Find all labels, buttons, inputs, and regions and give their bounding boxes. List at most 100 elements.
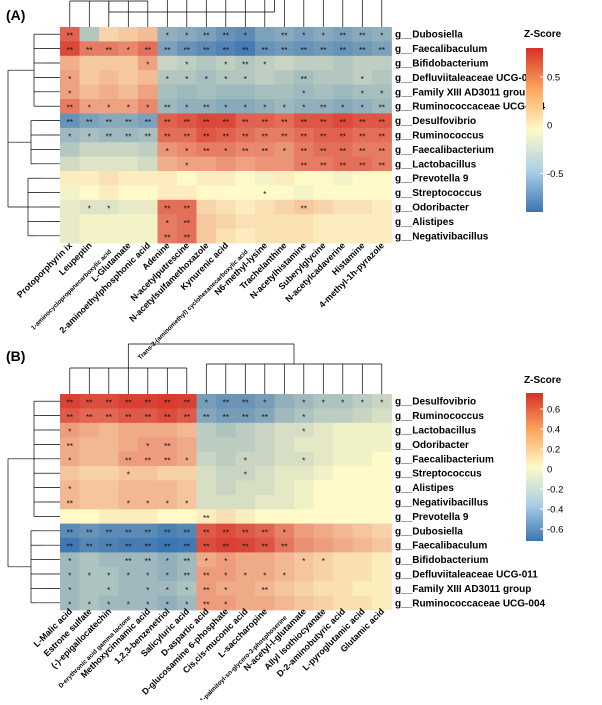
heatmap-cell bbox=[372, 523, 392, 539]
heatmap-cell bbox=[79, 523, 100, 539]
heatmap-cell bbox=[216, 55, 236, 71]
heatmap-cell bbox=[157, 113, 178, 129]
heatmap-cell bbox=[99, 214, 119, 229]
heatmap-cell bbox=[138, 437, 158, 452]
row-label: g__Dubosiella bbox=[395, 30, 463, 41]
significance-mark: ** bbox=[320, 146, 327, 156]
significance-mark: ** bbox=[242, 398, 249, 408]
heatmap-cell bbox=[99, 480, 119, 496]
heatmap-cell bbox=[294, 538, 314, 553]
heatmap-cell bbox=[294, 41, 314, 57]
heatmap-cell bbox=[60, 480, 80, 496]
heatmap-cell bbox=[333, 437, 353, 452]
heatmap-cell bbox=[216, 552, 236, 568]
heatmap-cell bbox=[196, 480, 217, 496]
significance-mark: ** bbox=[339, 31, 346, 41]
heatmap-cell bbox=[216, 595, 236, 611]
heatmap-cell bbox=[157, 494, 178, 510]
significance-mark: * bbox=[283, 103, 287, 113]
significance-mark: * bbox=[244, 103, 248, 113]
heatmap-cell bbox=[216, 437, 236, 452]
significance-mark: ** bbox=[125, 132, 132, 142]
significance-mark: ** bbox=[378, 132, 385, 142]
heatmap-cell bbox=[138, 185, 158, 201]
significance-mark: ** bbox=[144, 556, 151, 566]
heatmap-cell bbox=[352, 84, 373, 100]
heatmap-cell bbox=[372, 422, 392, 438]
heatmap-cell bbox=[118, 41, 139, 57]
heatmap-cell bbox=[274, 84, 295, 100]
heatmap-cell bbox=[196, 394, 217, 409]
heatmap-cell bbox=[274, 113, 295, 129]
significance-mark: ** bbox=[203, 117, 210, 127]
heatmap-cell bbox=[118, 523, 139, 539]
significance-mark: ** bbox=[66, 103, 73, 113]
legend-tick-label: 0.4 bbox=[547, 425, 560, 436]
heatmap-cell bbox=[216, 394, 236, 409]
heatmap-cell bbox=[60, 538, 80, 553]
significance-mark: ** bbox=[86, 45, 93, 55]
heatmap-cell bbox=[177, 70, 197, 85]
heatmap-cell bbox=[99, 142, 119, 157]
heatmap-cell bbox=[196, 70, 217, 85]
heatmap-cell bbox=[352, 41, 373, 57]
heatmap-cell bbox=[333, 509, 353, 524]
significance-mark: ** bbox=[183, 117, 190, 127]
significance-mark: ** bbox=[164, 232, 171, 242]
heatmap-cell bbox=[255, 494, 275, 510]
heatmap-cell bbox=[372, 55, 392, 71]
heatmap-cell bbox=[99, 509, 119, 524]
heatmap-cell bbox=[255, 27, 275, 42]
heatmap-cell bbox=[372, 113, 392, 129]
heatmap-cell bbox=[216, 156, 236, 172]
heatmap-cell bbox=[216, 27, 236, 42]
heatmap-cell bbox=[313, 171, 334, 186]
heatmap-cell bbox=[157, 41, 178, 57]
heatmap-cell bbox=[372, 142, 392, 157]
heatmap-cell bbox=[138, 55, 158, 71]
significance-mark: ** bbox=[144, 455, 151, 465]
heatmap-cell bbox=[333, 228, 353, 244]
heatmap-cell bbox=[118, 552, 139, 568]
heatmap-cell bbox=[157, 466, 178, 481]
heatmap-cell bbox=[196, 127, 217, 143]
heatmap-cell bbox=[118, 566, 139, 582]
heatmap-cell bbox=[352, 509, 373, 524]
heatmap-cell bbox=[157, 156, 178, 172]
heatmap-cell bbox=[255, 199, 275, 215]
heatmap-cell bbox=[177, 228, 197, 244]
heatmap-cell bbox=[333, 41, 353, 57]
heatmap-cell bbox=[79, 156, 100, 172]
significance-mark: * bbox=[166, 218, 170, 228]
heatmap-cell bbox=[274, 55, 295, 71]
heatmap-cell bbox=[352, 27, 373, 42]
significance-mark: ** bbox=[203, 146, 210, 156]
heatmap-cell bbox=[118, 480, 139, 496]
significance-mark: * bbox=[205, 398, 209, 408]
heatmap-cell bbox=[157, 127, 178, 143]
heatmap-cell bbox=[313, 156, 334, 172]
heatmap-cell bbox=[333, 55, 353, 71]
significance-mark: * bbox=[302, 455, 306, 465]
heatmap-cell bbox=[352, 566, 373, 582]
heatmap-cell bbox=[255, 394, 275, 409]
heatmap-cell bbox=[235, 523, 256, 539]
significance-mark: * bbox=[361, 74, 365, 84]
heatmap-cell bbox=[138, 581, 158, 596]
heatmap-cell bbox=[333, 480, 353, 496]
heatmap-cell bbox=[274, 156, 295, 172]
heatmap-cell bbox=[79, 552, 100, 568]
significance-mark: * bbox=[146, 599, 150, 609]
significance-mark: * bbox=[283, 527, 287, 537]
heatmap-cell bbox=[138, 113, 158, 129]
heatmap-cell bbox=[235, 70, 256, 85]
significance-mark: * bbox=[244, 31, 248, 41]
heatmap-cell bbox=[177, 84, 197, 100]
heatmap-cell bbox=[274, 171, 295, 186]
row-label: g__Prevotella 9 bbox=[395, 512, 469, 523]
heatmap-cell bbox=[372, 99, 392, 114]
heatmap-cell bbox=[294, 99, 314, 114]
row-label: g__Faecalibaculum bbox=[395, 541, 487, 552]
heatmap-cell bbox=[138, 171, 158, 186]
